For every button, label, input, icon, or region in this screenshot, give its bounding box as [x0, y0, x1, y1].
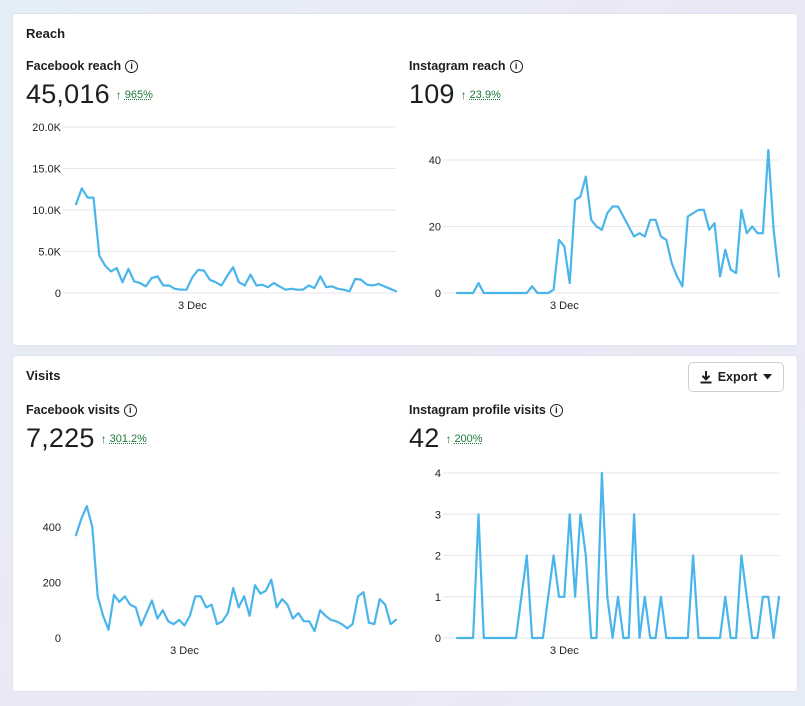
export-label: Export — [717, 370, 758, 384]
series-line — [455, 471, 781, 640]
y-tick-label: 0 — [55, 288, 61, 300]
instagram-visits-value: 42 — [409, 423, 440, 453]
trend-up-icon: ↑ — [100, 431, 107, 446]
instagram-visits-metric-row: 42 ↑ 200% — [409, 423, 483, 454]
reach-section-title: Reach — [26, 26, 66, 41]
facebook-visits-chart: 0 200 400 3 Dec — [43, 505, 398, 657]
instagram-visits-trend[interactable]: 200% — [454, 432, 483, 445]
info-icon[interactable]: i — [549, 404, 563, 417]
y-tick-label: 3 — [435, 509, 441, 521]
instagram-reach-panel: Instagram reach i 109 ↑ 23.9% 0 20 40 3 Dec — [409, 59, 791, 359]
instagram-reach-metric-row: 109 ↑ 23.9% — [409, 79, 501, 110]
export-button[interactable]: Export — [688, 362, 784, 392]
y-tick-label: 400 — [43, 522, 61, 534]
y-tick-label: 5.0K — [38, 247, 61, 259]
y-tick-label: 0 — [55, 633, 61, 645]
facebook-reach-metric-row: 45,016 ↑ 965% — [26, 79, 153, 110]
download-icon — [700, 370, 712, 383]
reach-card: Reach Facebook reach i 45,016 ↑ 965% 0 5.0K 1… — [12, 13, 798, 346]
y-tick-label: 2 — [435, 551, 441, 563]
trend-up-icon: ↑ — [445, 431, 452, 446]
trend-up-icon: ↑ — [460, 87, 467, 102]
x-tick-label: 3 Dec — [550, 645, 579, 657]
series-line — [74, 187, 398, 293]
facebook-visits-trend[interactable]: 301.2% — [109, 432, 147, 445]
facebook-visits-title: Facebook visits — [26, 403, 120, 417]
facebook-visits-metric-row: 7,225 ↑ 301.2% — [26, 423, 147, 454]
instagram-reach-value: 109 — [409, 79, 455, 109]
y-tick-label: 1 — [435, 592, 441, 604]
info-icon[interactable]: i — [125, 60, 139, 73]
trend-up-icon: ↑ — [115, 87, 122, 102]
series-line — [74, 505, 398, 633]
instagram-reach-chart: 0 20 40 3 Dec — [429, 148, 781, 312]
facebook-visits-value: 7,225 — [26, 423, 95, 453]
facebook-visits-panel: Facebook visits i 7,225 ↑ 301.2% 0 200 400 3 D… — [26, 403, 408, 703]
x-tick-label: 3 Dec — [170, 645, 199, 657]
instagram-visits-title: Instagram profile visits — [409, 403, 546, 417]
y-tick-label: 10.0K — [32, 205, 61, 217]
y-tick-label: 0 — [435, 633, 441, 645]
series-line — [455, 148, 781, 295]
facebook-reach-panel: Facebook reach i 45,016 ↑ 965% 0 5.0K 10.0K 15… — [26, 59, 408, 359]
instagram-reach-trend[interactable]: 23.9% — [469, 88, 501, 101]
x-tick-label: 3 Dec — [550, 300, 579, 312]
info-icon[interactable]: i — [123, 404, 137, 417]
y-tick-label: 15.0K — [32, 164, 61, 176]
info-icon[interactable]: i — [509, 60, 523, 73]
facebook-reach-trend[interactable]: 965% — [124, 88, 153, 101]
y-tick-label: 20 — [429, 222, 441, 234]
visits-section-title: Visits — [26, 368, 61, 383]
visits-card: Visits Export Facebook visits i 7,225 ↑ 301… — [12, 355, 798, 692]
x-tick-label: 3 Dec — [178, 300, 207, 312]
instagram-reach-title: Instagram reach — [409, 59, 506, 73]
instagram-visits-panel: Instagram profile visits i 42 ↑ 200% 0 1 2 3 4 3… — [409, 403, 791, 703]
y-tick-label: 4 — [435, 468, 441, 480]
facebook-reach-title: Facebook reach — [26, 59, 122, 73]
instagram-visits-chart: 0 1 2 3 4 3 Dec — [435, 468, 781, 657]
y-tick-label: 0 — [435, 288, 441, 300]
y-tick-label: 40 — [429, 155, 441, 167]
y-tick-label: 20.0K — [32, 122, 61, 134]
facebook-reach-chart: 0 5.0K 10.0K 15.0K 20.0K 3 Dec — [32, 122, 398, 312]
caret-down-icon — [763, 374, 773, 380]
facebook-reach-value: 45,016 — [26, 79, 110, 109]
y-tick-label: 200 — [43, 577, 61, 589]
